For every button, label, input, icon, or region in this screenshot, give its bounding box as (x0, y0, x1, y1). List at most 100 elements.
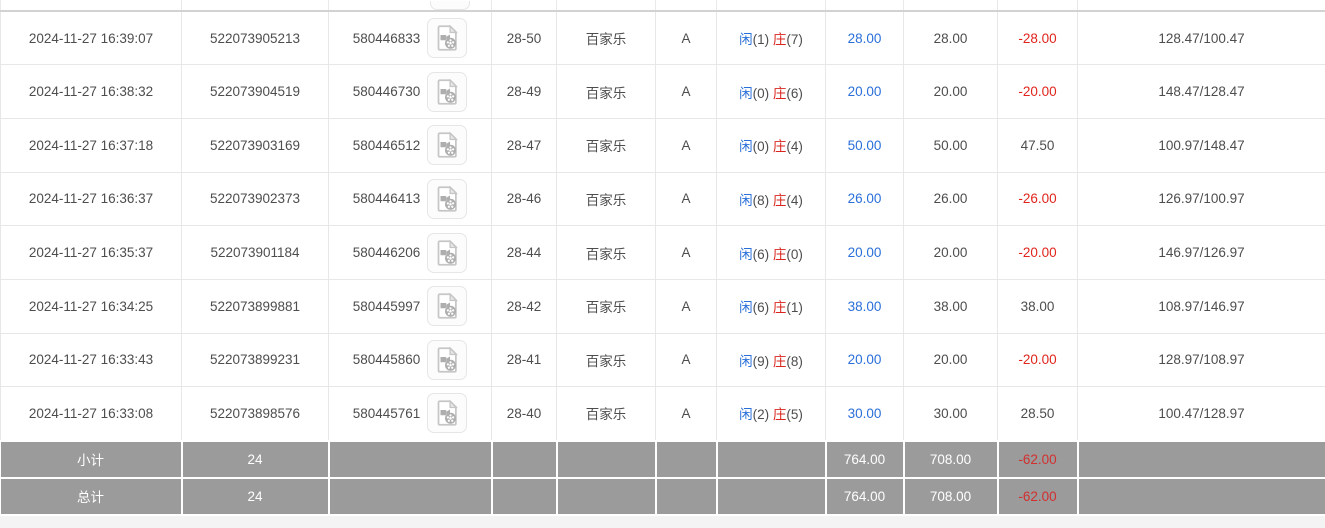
table-row: 2024-11-27 16:35:37 522073901184 5804462… (0, 225, 1325, 280)
video-replay-icon (437, 399, 459, 427)
cell-bet-time: 2024-11-27 16:35:37 (0, 225, 182, 280)
cell-game-type: 百家乐 (556, 386, 656, 441)
video-replay-button[interactable] (427, 232, 468, 273)
cell-game-type: 百家乐 (556, 279, 656, 334)
player-count: (6) (752, 246, 770, 262)
cell-game-number: 580446413 (328, 172, 492, 227)
summary-count: 24 (180, 476, 330, 516)
table-row: 2024-11-27 16:34:25 522073899881 5804459… (0, 279, 1325, 334)
game-number-text: 580446833 (352, 30, 421, 46)
player-count: (0) (752, 139, 770, 155)
player-label: 闲 (739, 300, 753, 316)
video-replay-button[interactable] (427, 339, 468, 380)
cell-valid-amount: 20.00 (903, 333, 998, 388)
banker-count: (4) (786, 139, 803, 155)
cell-bet-amount: 20.00 (825, 333, 904, 388)
cell-valid-amount: 30.00 (903, 386, 998, 441)
banker-count: (7) (786, 32, 803, 48)
cell-game-type: 百家乐 (556, 333, 656, 388)
cell-bet-time: 2024-11-27 16:33:08 (0, 386, 182, 441)
video-replay-button[interactable] (427, 393, 468, 434)
cell-bet-amount: 20.00 (825, 64, 904, 119)
cell-balance: 128.97/108.97 (1077, 333, 1325, 388)
cell-balance: 148.47/128.47 (1077, 64, 1325, 119)
player-count: (8) (752, 192, 770, 208)
cell-valid-amount: 26.00 (903, 172, 998, 227)
video-replay-button[interactable] (427, 71, 468, 112)
cell-table: A (655, 225, 717, 280)
game-number-text: 580446512 (352, 137, 421, 153)
video-replay-button[interactable] (427, 125, 468, 166)
banker-label: 庄 (772, 139, 787, 155)
banker-label: 庄 (772, 353, 787, 369)
banker-count: (5) (786, 407, 803, 423)
cell-win-loss: 47.50 (997, 118, 1078, 173)
cell-win-loss: -26.00 (997, 172, 1078, 227)
cell-win-loss: -20.00 (997, 64, 1078, 119)
banker-count: (8) (786, 353, 803, 369)
cell-win-loss: -20.00 (997, 333, 1078, 388)
cell-order-number: 522073904519 (181, 64, 329, 119)
player-label: 闲 (739, 32, 753, 48)
cell-result: 闲(0) 庄(6) (716, 64, 826, 119)
summary-label: 小计 (0, 439, 183, 479)
player-label: 闲 (739, 353, 753, 369)
banker-label: 庄 (772, 85, 787, 101)
banker-label: 庄 (772, 246, 787, 262)
video-replay-button-partial[interactable] (430, 1, 470, 10)
cell-valid-amount: 20.00 (903, 225, 998, 280)
cell-round: 28-42 (491, 279, 557, 334)
cell-game-number: 580445997 (328, 279, 492, 334)
table-row: 2024-11-27 16:39:07 522073905213 5804468… (0, 11, 1325, 66)
cell-order-number: 522073902373 (181, 172, 329, 227)
cell-balance: 100.47/128.97 (1077, 386, 1325, 441)
table-row: 2024-11-27 16:36:37 522073902373 5804464… (0, 172, 1325, 227)
cell-game-number: 580446206 (328, 225, 492, 280)
cell-order-number: 522073901184 (181, 225, 329, 280)
cell-valid-amount: 20.00 (903, 64, 998, 119)
table-body: 2024-11-27 16:39:07 522073905213 5804468… (0, 11, 1325, 441)
cell-game-type: 百家乐 (556, 11, 656, 66)
cell-round: 28-41 (491, 333, 557, 388)
game-number-text: 580446206 (352, 245, 421, 261)
cell-bet-time: 2024-11-27 16:39:07 (0, 11, 182, 66)
cell-game-type: 百家乐 (556, 64, 656, 119)
game-number-text: 580445860 (352, 352, 421, 368)
player-label: 闲 (739, 246, 753, 262)
cell-result: 闲(0) 庄(4) (716, 118, 826, 173)
banker-label: 庄 (772, 407, 787, 423)
cell-order-number: 522073905213 (181, 11, 329, 66)
cell-table: A (655, 64, 717, 119)
cell-order-number: 522073899231 (181, 333, 329, 388)
player-count: (6) (752, 300, 770, 316)
video-replay-button[interactable] (427, 18, 468, 59)
game-number-text: 580445761 (352, 405, 421, 421)
summary-bet-total: 764.00 (824, 439, 905, 479)
game-number-text: 580445997 (352, 298, 421, 314)
summary-win-loss-total: -62.00 (996, 476, 1079, 516)
cell-game-number: 580445860 (328, 333, 492, 388)
game-number-text: 580446730 (352, 84, 421, 100)
player-label: 闲 (739, 85, 753, 101)
cell-win-loss: 28.50 (997, 386, 1078, 441)
cell-bet-time: 2024-11-27 16:36:37 (0, 172, 182, 227)
cell-win-loss: -28.00 (997, 11, 1078, 66)
summary-win-loss-total: -62.00 (996, 439, 1079, 479)
video-replay-icon (437, 185, 459, 212)
cell-balance: 108.97/146.97 (1077, 279, 1325, 334)
cell-round: 28-46 (491, 172, 557, 227)
video-replay-button[interactable] (427, 178, 468, 219)
banker-count: (4) (786, 192, 803, 208)
cell-valid-amount: 50.00 (903, 118, 998, 173)
cell-balance: 100.97/148.47 (1077, 118, 1325, 173)
cell-result: 闲(2) 庄(5) (716, 386, 826, 441)
video-replay-button[interactable] (427, 286, 468, 327)
cell-game-number: 580446730 (328, 64, 492, 119)
table-row: 2024-11-27 16:33:08 522073898576 5804457… (0, 386, 1325, 441)
player-count: (9) (752, 353, 770, 369)
cell-order-number: 522073903169 (181, 118, 329, 173)
cell-table: A (655, 172, 717, 227)
cell-valid-amount: 38.00 (903, 279, 998, 334)
cell-result: 闲(1) 庄(7) (716, 11, 826, 66)
